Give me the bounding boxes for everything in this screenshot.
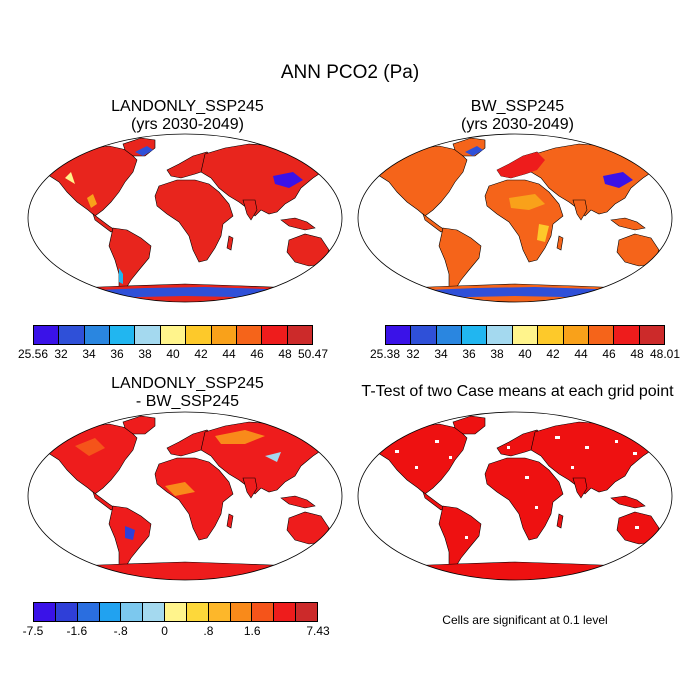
- panel-1-title-line2: (yrs 2030-2049): [131, 116, 244, 133]
- cb1-swatch: [287, 326, 312, 344]
- panel-1-title: LANDONLY_SSP245 (yrs 2030-2049): [25, 98, 350, 134]
- panel-2-title: BW_SSP245 (yrs 2030-2049): [355, 98, 680, 134]
- colorbar-1-ticks: 25.56 32 34 36 38 40 42 44 46 48 50.47: [18, 347, 328, 363]
- cb1-tick-label: 48: [278, 347, 292, 361]
- panel-4-title-line1: T-Test of two Case means at each grid po…: [361, 383, 674, 400]
- cb1-swatch: [84, 326, 111, 344]
- cb1-tick-label: 32: [54, 347, 68, 361]
- cb2-swatch: [538, 326, 564, 344]
- cb1-tick-label: 38: [138, 347, 152, 361]
- cb3-swatch: [143, 603, 166, 621]
- cb3-swatch: [34, 603, 56, 621]
- cb1-swatch: [34, 326, 60, 344]
- cb3-swatch: [186, 603, 209, 621]
- cb2-tick-label: 42: [546, 347, 560, 361]
- cb2-tick-label: 48: [630, 347, 644, 361]
- cb3-tick-label: .8: [203, 624, 214, 638]
- cb3-swatch: [274, 603, 297, 621]
- cb2-tick-label: 25.38: [369, 347, 401, 361]
- cb3-swatch: [252, 603, 275, 621]
- colorbar-1: 25.56 32 34 36 38 40 42 44 46 48 50.47: [18, 325, 328, 363]
- colorbar-3-boxes: [33, 602, 318, 622]
- cb3-swatch: [296, 603, 317, 621]
- low-pco2-patch-asia: [273, 172, 303, 188]
- cb2-swatch: [512, 326, 539, 344]
- colorbar-2-ticks: 25.38 32 34 36 38 40 42 44 46 48 48.01: [370, 347, 680, 363]
- cb2-swatch: [386, 326, 412, 344]
- cb1-tick-label: 50.47: [297, 347, 329, 361]
- cb1-tick-label: 42: [194, 347, 208, 361]
- cb2-swatch: [411, 326, 437, 344]
- cb1-swatch: [59, 326, 85, 344]
- cb2-swatch: [563, 326, 589, 344]
- cb3-swatch: [230, 603, 253, 621]
- cb1-tick-label: 46: [250, 347, 264, 361]
- cb1-tick-label: 25.56: [17, 347, 49, 361]
- cb3-tick-label: -1.6: [66, 624, 88, 638]
- cb1-swatch: [160, 326, 187, 344]
- cb2-tick-label: 40: [518, 347, 532, 361]
- low-pco2-patch-greenland: [135, 146, 153, 156]
- non-significant-cells: [395, 436, 639, 539]
- cb2-tick-label: 38: [490, 347, 504, 361]
- cb1-swatch: [262, 326, 288, 344]
- cb2-swatch: [462, 326, 488, 344]
- panel-4-title: T-Test of two Case means at each grid po…: [355, 383, 680, 401]
- cb2-swatch: [639, 326, 664, 344]
- cb1-swatch: [135, 326, 161, 344]
- cb2-tick-label: 34: [434, 347, 448, 361]
- colorbar-1-boxes: [33, 325, 313, 345]
- cb2-tick-label: 48.01: [649, 347, 681, 361]
- panel-2-title-line1: BW_SSP245: [470, 98, 565, 115]
- cb2-swatch: [614, 326, 640, 344]
- panel-1-title-line1: LANDONLY_SSP245: [111, 98, 264, 115]
- significance-note: Cells are significant at 0.1 level: [442, 613, 608, 627]
- cb1-swatch: [236, 326, 263, 344]
- cb1-swatch: [211, 326, 237, 344]
- panel-3-map: [27, 411, 343, 581]
- panel-2-title-line2: (yrs 2030-2049): [461, 116, 574, 133]
- cb3-swatch: [121, 603, 144, 621]
- cb3-swatch: [99, 603, 122, 621]
- cb1-swatch: [110, 326, 136, 344]
- cb1-swatch: [186, 326, 212, 344]
- cb3-swatch: [55, 603, 78, 621]
- panel-1-map: [27, 133, 343, 303]
- cb3-tick-label: -.8: [113, 624, 128, 638]
- cb2-swatch: [436, 326, 463, 344]
- cb2-tick-label: 36: [462, 347, 476, 361]
- cb3-tick-label: 7.43: [306, 624, 330, 638]
- cb3-swatch: [165, 603, 187, 621]
- cb1-tick-label: 36: [110, 347, 124, 361]
- panel-3-title-line1: LANDONLY_SSP245: [111, 375, 264, 392]
- cb2-tick-label: 32: [406, 347, 420, 361]
- cb3-tick-label: 0: [161, 624, 168, 638]
- cb3-tick-label: 1.6: [243, 624, 261, 638]
- panel-2-map: [357, 133, 673, 303]
- panel-3-title-line2: - BW_SSP245: [135, 393, 240, 410]
- panel-3-title: LANDONLY_SSP245 - BW_SSP245: [25, 375, 350, 411]
- cb2-tick-label: 44: [574, 347, 588, 361]
- cb2-swatch: [487, 326, 513, 344]
- cb3-tick-label: -7.5: [22, 624, 44, 638]
- cb1-tick-label: 34: [82, 347, 96, 361]
- cb3-swatch: [77, 603, 100, 621]
- colorbar-3-ticks: -7.5 -1.6 -.8 0 .8 1.6 7.43: [23, 624, 330, 640]
- cb2-swatch: [588, 326, 615, 344]
- panel-4-map: [357, 411, 673, 581]
- cb1-tick-label: 40: [166, 347, 180, 361]
- cb1-tick-label: 44: [222, 347, 236, 361]
- colorbar-2: 25.38 32 34 36 38 40 42 44 46 48 48.01: [370, 325, 680, 363]
- figure-title: ANN PCO2 (Pa): [280, 62, 420, 83]
- colorbar-3: -7.5 -1.6 -.8 0 .8 1.6 7.43: [23, 602, 330, 640]
- cb3-swatch: [208, 603, 231, 621]
- cb2-tick-label: 46: [602, 347, 616, 361]
- colorbar-2-boxes: [385, 325, 665, 345]
